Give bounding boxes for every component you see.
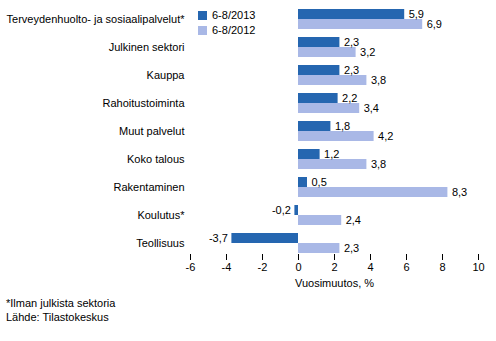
svg-text:10: 10 (472, 261, 484, 273)
html-text:6-8/2013: 6-8/2013 (212, 9, 256, 21)
svg-text:2,2: 2,2 (342, 92, 357, 104)
svg-text:6: 6 (403, 261, 409, 273)
svg-text:Teollisuus: Teollisuus (136, 237, 185, 249)
svg-text:Kauppa: Kauppa (147, 69, 186, 81)
svg-text:Koko talous: Koko talous (127, 153, 185, 165)
svg-text:Koulutus*: Koulutus* (137, 209, 185, 221)
svg-text:3,8: 3,8 (371, 74, 386, 86)
svg-text:2,3: 2,3 (344, 242, 359, 254)
svg-text:-0,2: -0,2 (272, 204, 291, 216)
html-text:*Ilman julkista sektoria: *Ilman julkista sektoria (6, 297, 116, 309)
svg-text:Rahoitustoiminta: Rahoitustoiminta (103, 97, 186, 109)
svg-text:0,5: 0,5 (312, 176, 327, 188)
svg-text:1,2: 1,2 (324, 148, 339, 160)
svg-text:2,4: 2,4 (346, 214, 361, 226)
html-text:6-8/2012: 6-8/2012 (212, 24, 256, 36)
svg-text:6,9: 6,9 (427, 18, 442, 30)
svg-text:Julkinen sektori: Julkinen sektori (109, 41, 185, 53)
svg-text:-3,7: -3,7 (209, 232, 228, 244)
svg-text:1,8: 1,8 (335, 120, 350, 132)
svg-text:-4: -4 (222, 261, 232, 273)
svg-text:Muut palvelut: Muut palvelut (119, 125, 184, 137)
svg-text:8,3: 8,3 (452, 186, 467, 198)
svg-text:3,4: 3,4 (364, 102, 379, 114)
svg-text:Terveydenhuolto- ja sosiaalipa: Terveydenhuolto- ja sosiaalipalvelut* (7, 13, 186, 25)
html-text:Lähde: Tilastokeskus: Lähde: Tilastokeskus (6, 311, 109, 323)
svg-text:-6: -6 (186, 261, 196, 273)
svg-text:2: 2 (331, 261, 337, 273)
svg-text:Rakentaminen: Rakentaminen (114, 181, 185, 193)
svg-text:3,2: 3,2 (360, 46, 375, 58)
svg-text:8: 8 (439, 261, 445, 273)
svg-text:2,3: 2,3 (344, 64, 359, 76)
svg-text:0: 0 (295, 261, 301, 273)
svg-text:4: 4 (367, 261, 373, 273)
svg-text:2,3: 2,3 (344, 36, 359, 48)
svg-text:5,9: 5,9 (409, 8, 424, 20)
svg-text:4,2: 4,2 (378, 130, 393, 142)
svg-text:-2: -2 (258, 261, 268, 273)
svg-text:Vuosimuutos, %: Vuosimuutos, % (295, 277, 374, 289)
svg-text:3,8: 3,8 (371, 158, 386, 170)
